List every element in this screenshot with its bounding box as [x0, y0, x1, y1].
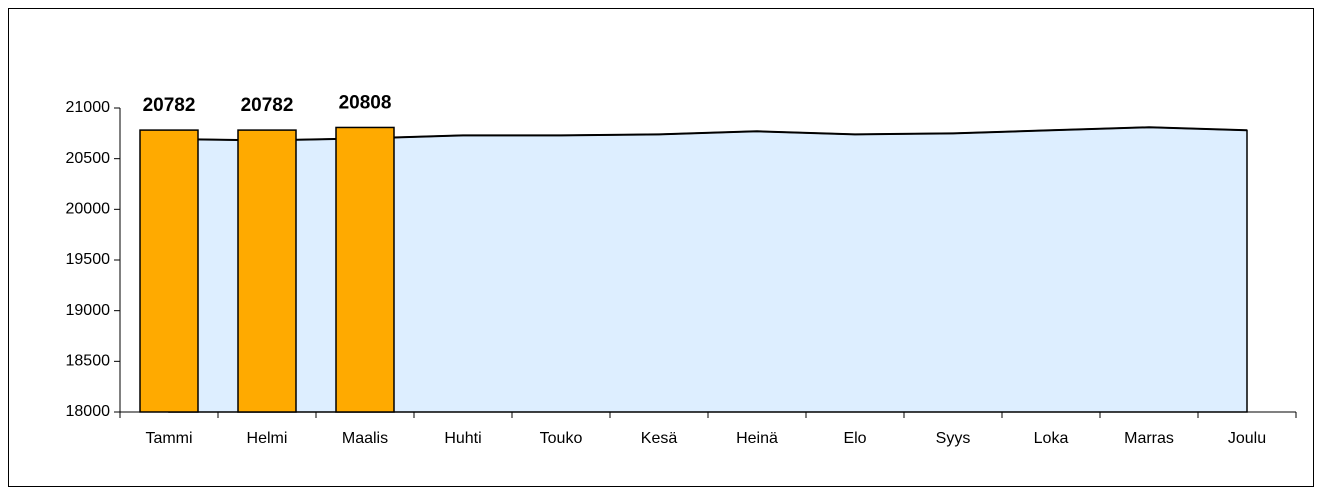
x-tick-label: Helmi	[247, 430, 288, 447]
y-tick-label: 19000	[66, 302, 111, 319]
x-tick-label: Huhti	[444, 430, 481, 447]
x-tick-label: Joulu	[1228, 430, 1266, 447]
x-tick-label: Heinä	[736, 430, 778, 447]
x-tick-label: Loka	[1034, 430, 1069, 447]
y-tick-label: 18500	[66, 353, 111, 370]
data-label: 20782	[143, 95, 196, 116]
y-tick-label: 21000	[66, 99, 111, 116]
x-tick-label: Touko	[540, 430, 583, 447]
data-label: 20808	[339, 92, 392, 113]
y-tick-label: 20000	[66, 201, 111, 218]
x-tick-label: Elo	[843, 430, 866, 447]
x-tick-label: Tammi	[145, 430, 192, 447]
area	[168, 126, 1248, 413]
x-tick-label: Kesä	[641, 430, 678, 447]
x-tick-label: Maalis	[342, 430, 388, 447]
data-label: 20782	[241, 95, 294, 116]
bar	[237, 129, 297, 413]
x-tick-label: Marras	[1124, 430, 1174, 447]
bar	[335, 126, 395, 413]
y-tick-label: 20500	[66, 150, 111, 167]
bar	[139, 129, 199, 413]
y-tick-label: 19500	[66, 251, 111, 268]
y-tick-label: 18000	[66, 403, 111, 420]
x-tick-label: Syys	[936, 430, 971, 447]
